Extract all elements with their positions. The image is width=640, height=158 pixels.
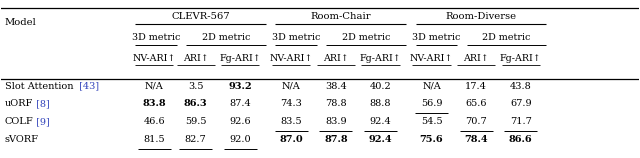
Text: 87.0: 87.0: [280, 135, 303, 144]
Text: NV-ARI↑: NV-ARI↑: [132, 54, 176, 63]
Text: 67.9: 67.9: [510, 100, 532, 109]
Text: 38.4: 38.4: [325, 82, 347, 91]
Text: 3.5: 3.5: [188, 82, 204, 91]
Text: COLF: COLF: [4, 117, 33, 126]
Text: 83.9: 83.9: [325, 117, 347, 126]
Text: Fg-ARI↑: Fg-ARI↑: [360, 54, 401, 63]
Text: 93.2: 93.2: [228, 82, 252, 91]
Text: Fg-ARI↑: Fg-ARI↑: [220, 54, 261, 63]
Text: 92.0: 92.0: [230, 135, 251, 144]
Text: 87.8: 87.8: [324, 135, 348, 144]
Text: 2D metric: 2D metric: [342, 33, 390, 42]
Text: 3D metric: 3D metric: [272, 33, 320, 42]
Text: sVORF: sVORF: [4, 135, 38, 144]
Text: Room-Diverse: Room-Diverse: [445, 12, 516, 21]
Text: 70.7: 70.7: [465, 117, 487, 126]
Text: Slot Attention: Slot Attention: [4, 82, 76, 91]
Text: N/A: N/A: [282, 82, 301, 91]
Text: 92.6: 92.6: [230, 117, 251, 126]
Text: ARI↑: ARI↑: [323, 54, 349, 63]
Text: 78.8: 78.8: [325, 100, 347, 109]
Text: 3D metric: 3D metric: [412, 33, 461, 42]
Text: 56.9: 56.9: [420, 100, 442, 109]
Text: 92.4: 92.4: [370, 117, 392, 126]
Text: 83.5: 83.5: [280, 117, 302, 126]
Text: 74.3: 74.3: [280, 100, 302, 109]
Text: 2D metric: 2D metric: [202, 33, 250, 42]
Text: N/A: N/A: [422, 82, 441, 91]
Text: 71.7: 71.7: [510, 117, 532, 126]
Text: uORF: uORF: [4, 100, 33, 109]
Text: ARI↑: ARI↑: [183, 54, 209, 63]
Text: Room-Chair: Room-Chair: [310, 12, 371, 21]
Text: ARI↑: ARI↑: [463, 54, 489, 63]
Text: 81.5: 81.5: [143, 135, 165, 144]
Text: 65.6: 65.6: [465, 100, 487, 109]
Text: 75.6: 75.6: [420, 135, 444, 144]
Text: 86.3: 86.3: [184, 100, 207, 109]
Text: 92.4: 92.4: [369, 135, 392, 144]
Text: 83.8: 83.8: [143, 100, 166, 109]
Text: 59.5: 59.5: [185, 117, 207, 126]
Text: NV-ARI↑: NV-ARI↑: [269, 54, 313, 63]
Text: NV-ARI↑: NV-ARI↑: [410, 54, 453, 63]
Text: 88.8: 88.8: [370, 100, 391, 109]
Text: [8]: [8]: [33, 100, 49, 109]
Text: [9]: [9]: [33, 117, 50, 126]
Text: 82.7: 82.7: [185, 135, 207, 144]
Text: CLEVR-567: CLEVR-567: [172, 12, 230, 21]
Text: 54.5: 54.5: [420, 117, 442, 126]
Text: 2D metric: 2D metric: [482, 33, 531, 42]
Text: 3D metric: 3D metric: [132, 33, 180, 42]
Text: Model: Model: [4, 18, 36, 27]
Text: 87.4: 87.4: [230, 100, 252, 109]
Text: 46.6: 46.6: [143, 117, 165, 126]
Text: Fg-ARI↑: Fg-ARI↑: [500, 54, 541, 63]
Text: 78.4: 78.4: [464, 135, 488, 144]
Text: [43]: [43]: [76, 82, 99, 91]
Text: 17.4: 17.4: [465, 82, 487, 91]
Text: N/A: N/A: [145, 82, 164, 91]
Text: 43.8: 43.8: [510, 82, 532, 91]
Text: 86.6: 86.6: [509, 135, 532, 144]
Text: 40.2: 40.2: [370, 82, 392, 91]
